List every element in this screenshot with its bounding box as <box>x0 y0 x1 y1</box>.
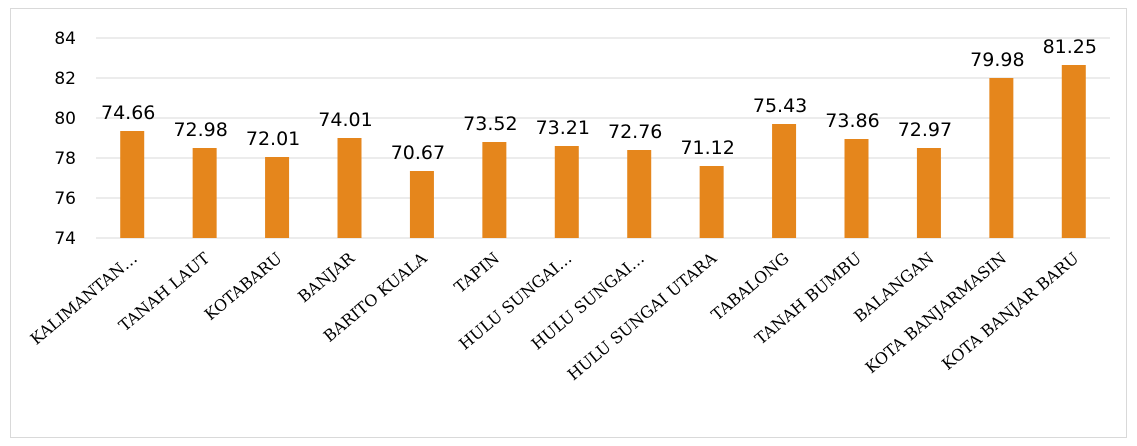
data-label-3: 72.01 <box>246 128 300 150</box>
y-tick-label-84: 84 <box>54 29 76 49</box>
data-label-1: 74.66 <box>101 102 155 124</box>
bar-10 <box>772 124 797 238</box>
x-tick-label-9: HULU SUNGAI UTARA <box>564 248 721 384</box>
data-label-7: 73.21 <box>536 117 590 139</box>
bar-3 <box>265 157 290 238</box>
x-tick-label-13: KOTA BANJARMASIN <box>862 249 1010 378</box>
data-label-2: 72.98 <box>173 119 227 141</box>
data-label-6: 73.52 <box>463 113 517 135</box>
x-tick-label-3: KOTABARU <box>201 249 286 325</box>
bar-4 <box>337 138 362 238</box>
y-tick-label-76: 76 <box>54 189 76 209</box>
data-label-10: 75.43 <box>753 95 807 117</box>
data-label-13: 79.98 <box>970 49 1024 71</box>
bar-13 <box>989 78 1014 238</box>
data-label-12: 72.97 <box>898 119 952 141</box>
bar-5 <box>409 171 434 238</box>
bar-2 <box>192 148 217 238</box>
bar-11 <box>844 139 869 238</box>
x-tick-label-6: TAPIN <box>451 249 503 297</box>
bar-6 <box>482 142 507 238</box>
y-tick-label-74: 74 <box>54 229 76 249</box>
data-label-11: 73.86 <box>825 110 879 132</box>
x-tick-label-4: BANJAR <box>294 248 359 306</box>
y-tick-label-82: 82 <box>54 69 76 89</box>
x-tick-label-1: KALIMANTAN… <box>27 249 141 349</box>
data-label-5: 70.67 <box>391 142 445 164</box>
bar-14 <box>1061 65 1086 238</box>
data-label-9: 71.12 <box>680 137 734 159</box>
data-label-14: 81.25 <box>1043 36 1097 58</box>
bar-7 <box>554 146 579 238</box>
x-tick-label-14: KOTA BANJAR BARU <box>938 249 1082 374</box>
bar-1 <box>120 131 145 238</box>
y-tick-label-80: 80 <box>54 109 76 129</box>
data-label-4: 74.01 <box>318 109 372 131</box>
data-label-8: 72.76 <box>608 121 662 143</box>
y-tick-label-78: 78 <box>54 149 76 169</box>
bar-9 <box>699 166 724 238</box>
bar-8 <box>627 150 652 238</box>
bar-12 <box>916 148 941 238</box>
